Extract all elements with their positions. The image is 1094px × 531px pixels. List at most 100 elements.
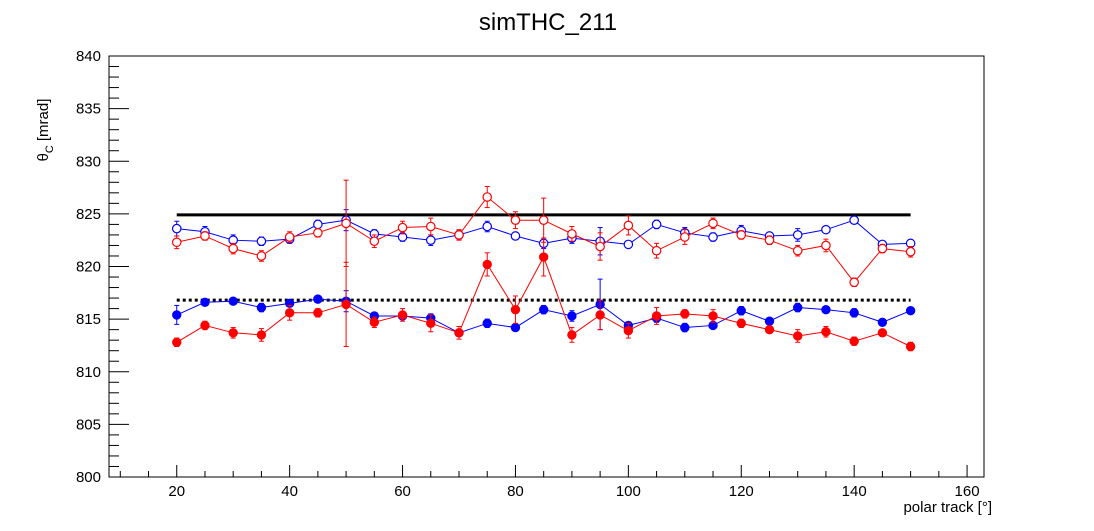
- data-point: [764, 316, 775, 326]
- data-point: [680, 309, 690, 319]
- x-tick-label: 80: [507, 483, 524, 500]
- data-point: [200, 231, 210, 241]
- data-point: [567, 311, 577, 321]
- data-point: [510, 215, 521, 225]
- data-point: [172, 310, 182, 320]
- data-point: [313, 294, 323, 304]
- data-point: [369, 236, 380, 247]
- data-point: [510, 322, 521, 333]
- data-point: [736, 318, 746, 329]
- data-point: [651, 219, 662, 230]
- data-point: [793, 302, 803, 313]
- data-point: [313, 219, 323, 230]
- data-point: [482, 318, 492, 329]
- data-point: [256, 302, 267, 313]
- axis-ticks: 20 40 60 80 100 120 140 160 800 805 810 815 820 825 83…: [76, 48, 980, 500]
- series-2: [172, 278, 916, 338]
- y-tick-label: 820: [76, 259, 101, 276]
- data-point: [538, 252, 549, 262]
- data-point: [905, 306, 916, 316]
- data-point: [510, 231, 521, 241]
- data-point: [877, 317, 888, 327]
- plot-area-border: [108, 55, 985, 478]
- data-point: [793, 331, 803, 341]
- data-point: [567, 330, 577, 340]
- data-point: [482, 259, 492, 270]
- chart-title: simTHC_211: [479, 9, 617, 36]
- data-point: [792, 245, 803, 256]
- data-point: [849, 215, 859, 225]
- data-point: [228, 296, 238, 306]
- data-point: [171, 237, 182, 248]
- series-3: [172, 237, 916, 352]
- data-point: [313, 308, 323, 318]
- data-point: [426, 318, 436, 329]
- data-point: [651, 311, 662, 321]
- data-point: [877, 243, 888, 254]
- data-point: [905, 341, 916, 352]
- data-point: [228, 243, 238, 254]
- data-point: [538, 304, 549, 315]
- data-point: [425, 235, 436, 245]
- data-point: [228, 328, 238, 338]
- x-tick-label: 140: [842, 483, 867, 500]
- x-tick-label: 60: [394, 483, 411, 500]
- data-point: [284, 232, 295, 242]
- y-tick-label: 830: [76, 153, 101, 170]
- data-point: [764, 235, 775, 245]
- data-point: [341, 299, 351, 310]
- series-1: [171, 179, 916, 288]
- data-point: [623, 326, 634, 336]
- x-tick-label: 120: [729, 483, 754, 500]
- data-point: [567, 229, 577, 239]
- y-tick-label: 835: [76, 101, 101, 118]
- data-point: [736, 306, 746, 316]
- data-point: [171, 223, 182, 234]
- data-point: [397, 222, 408, 233]
- data-point: [256, 330, 267, 340]
- y-axis-label-main: θ: [35, 153, 52, 161]
- data-point: [538, 215, 549, 225]
- y-axis-label: θC [mrad]: [35, 99, 56, 162]
- data-point: [877, 328, 888, 338]
- data-point: [200, 297, 210, 307]
- plot-frame: [108, 55, 985, 478]
- x-axis-label: polar track [°]: [903, 499, 992, 516]
- data-point: [708, 311, 718, 321]
- data-point: [510, 304, 521, 315]
- data-point: [764, 324, 775, 335]
- x-tick-label: 20: [168, 483, 185, 500]
- data-point: [651, 245, 662, 256]
- x-tick-label: 100: [616, 483, 641, 500]
- y-axis-label-sub: C: [44, 145, 56, 153]
- data-point: [341, 218, 351, 229]
- data-series: [171, 179, 916, 352]
- data-point: [680, 322, 690, 333]
- data-point: [172, 337, 182, 347]
- data-point: [849, 336, 859, 346]
- data-point: [849, 277, 859, 288]
- data-point: [680, 232, 690, 242]
- data-point: [256, 236, 267, 247]
- data-point: [595, 310, 605, 320]
- data-point: [708, 218, 718, 229]
- data-point: [821, 327, 831, 337]
- data-point: [736, 230, 747, 240]
- x-tick-label: 40: [281, 483, 298, 500]
- y-tick-label: 805: [76, 416, 101, 433]
- data-point: [284, 308, 295, 318]
- y-tick-label: 840: [76, 48, 101, 65]
- data-point: [397, 310, 408, 320]
- data-point: [313, 228, 323, 238]
- data-point: [454, 328, 464, 338]
- x-tick-label: 160: [955, 483, 980, 500]
- data-point: [482, 192, 493, 202]
- y-tick-label: 815: [76, 311, 101, 328]
- data-point: [595, 241, 605, 252]
- data-point: [482, 221, 493, 232]
- y-tick-label: 800: [76, 469, 101, 486]
- y-tick-label: 810: [76, 364, 101, 381]
- data-point: [623, 239, 634, 250]
